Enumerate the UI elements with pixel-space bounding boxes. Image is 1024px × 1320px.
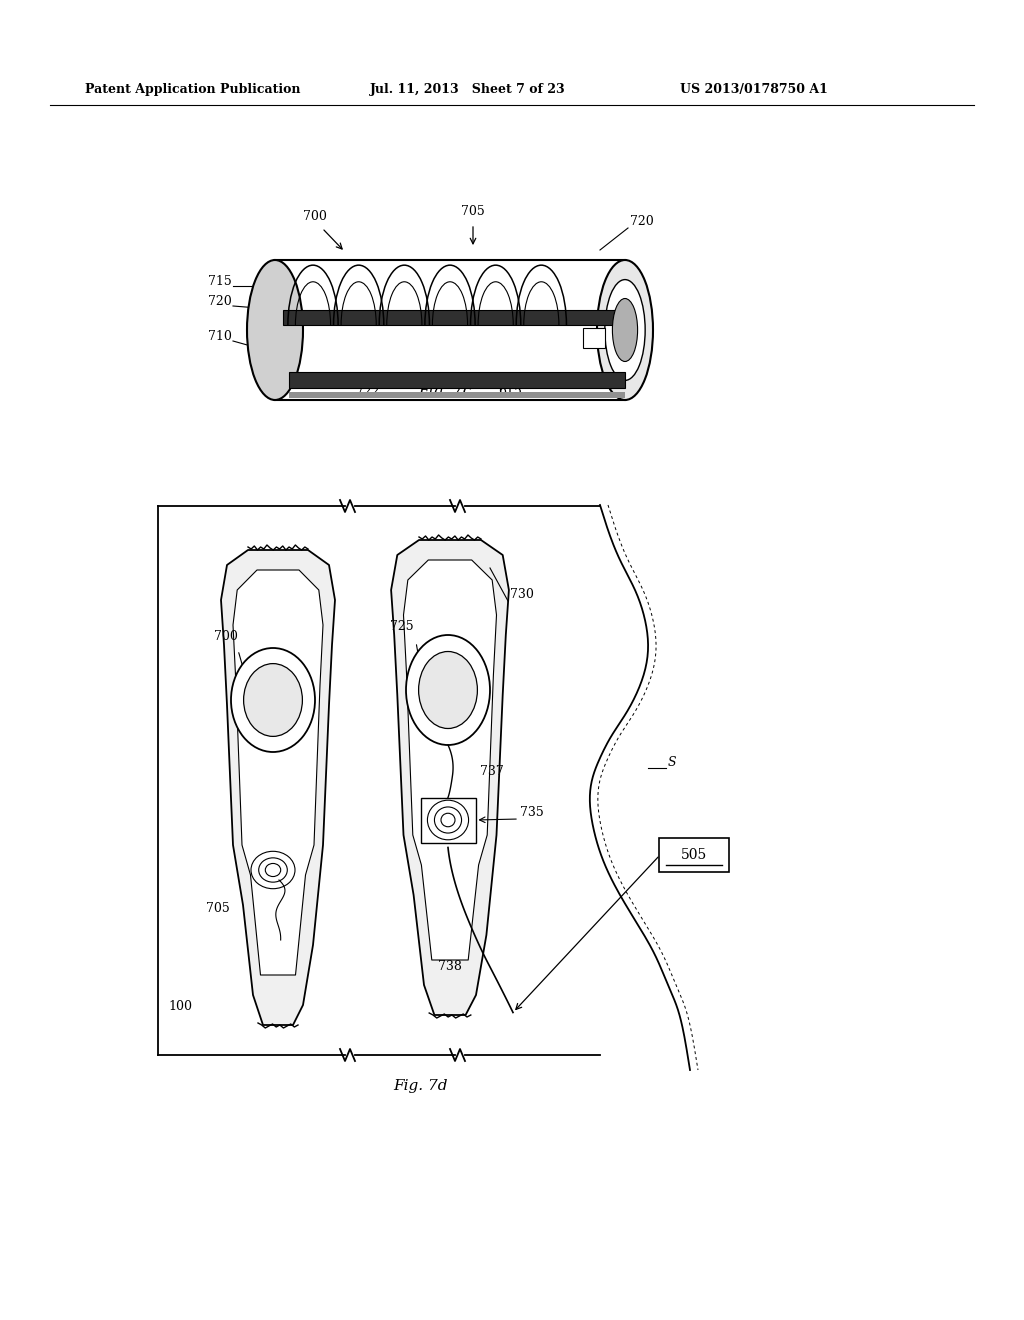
Text: 100: 100 [168,1001,193,1012]
Ellipse shape [247,260,303,400]
Ellipse shape [612,298,638,362]
Bar [583,327,605,348]
Text: Jul. 11, 2013   Sheet 7 of 23: Jul. 11, 2013 Sheet 7 of 23 [370,83,565,96]
Bar [289,392,625,399]
Polygon shape [403,560,497,960]
Ellipse shape [231,648,315,752]
Text: 725: 725 [390,620,414,634]
Text: 705: 705 [206,902,229,915]
Text: 738: 738 [438,960,462,973]
Text: 722: 722 [356,385,380,399]
Text: S: S [668,756,677,770]
Text: 705: 705 [461,205,485,218]
Ellipse shape [605,280,645,380]
Text: US 2013/0178750 A1: US 2013/0178750 A1 [680,83,827,96]
Text: 720: 720 [630,215,653,228]
FancyBboxPatch shape [659,838,729,873]
Bar [284,310,625,325]
Polygon shape [221,550,335,1026]
Bar [421,797,475,842]
Ellipse shape [597,260,653,400]
Text: 737: 737 [480,766,504,777]
Text: Fig. 7d: Fig. 7d [393,1078,447,1093]
Text: 715: 715 [208,275,232,288]
Text: 505: 505 [681,847,708,862]
Bar [275,260,625,400]
Polygon shape [391,540,509,1015]
Text: 730: 730 [510,587,534,601]
Bar [289,372,625,388]
Text: Fig. 7c: Fig. 7c [419,384,472,399]
Text: 710: 710 [208,330,232,343]
Text: 735: 735 [520,807,544,818]
Text: Patent Application Publication: Patent Application Publication [85,83,300,96]
Polygon shape [233,570,323,975]
Text: 700: 700 [303,210,327,223]
Ellipse shape [244,664,302,737]
Text: 700: 700 [214,630,238,643]
Ellipse shape [419,652,477,729]
Ellipse shape [406,635,490,744]
Text: 615: 615 [498,385,522,399]
Text: 720: 720 [208,294,232,308]
